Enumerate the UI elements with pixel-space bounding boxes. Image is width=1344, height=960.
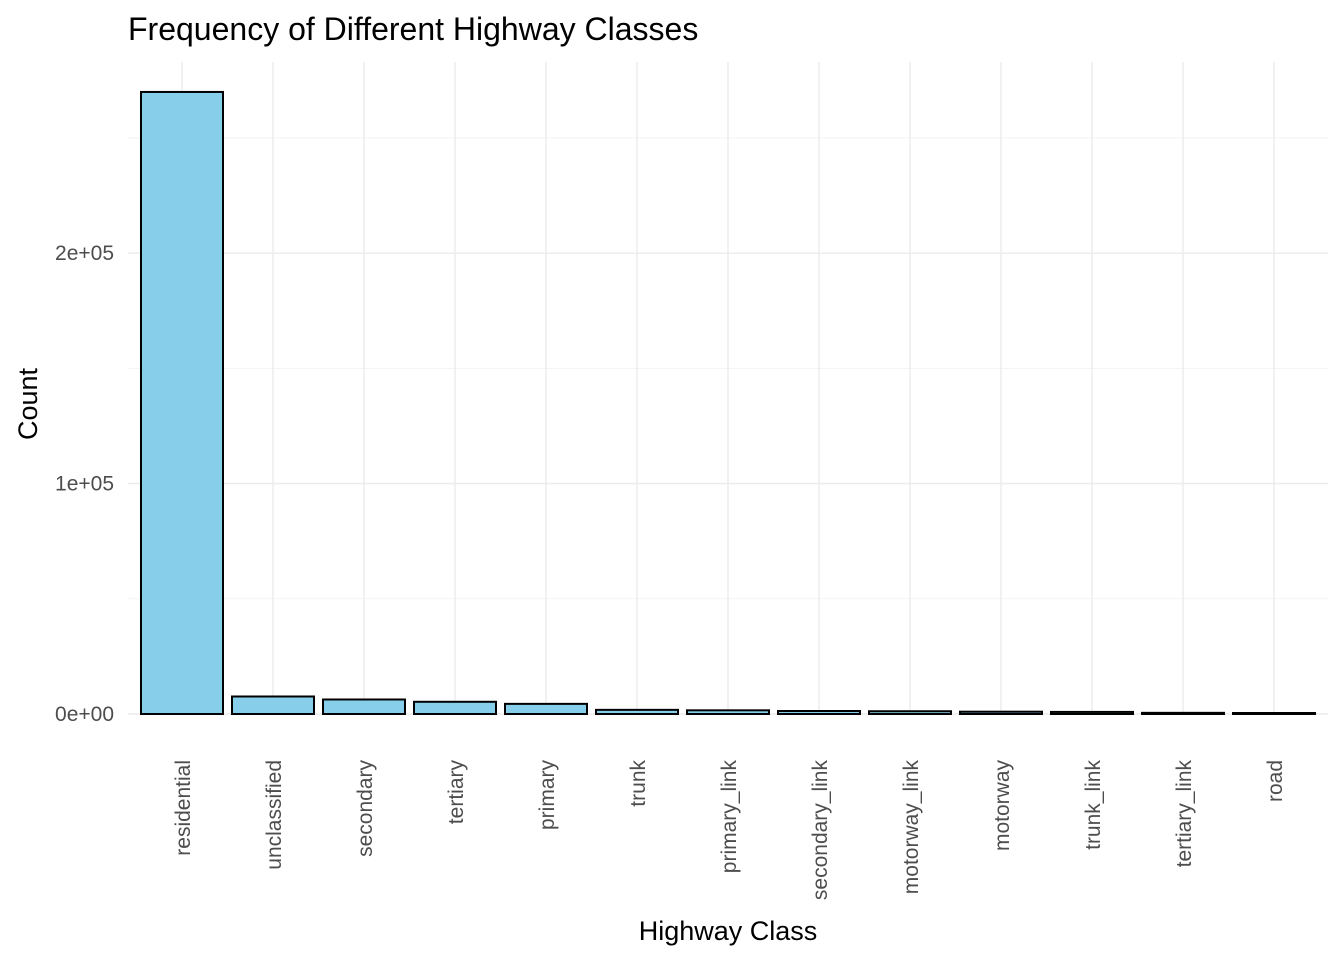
x-tick-label: motorway_link	[900, 760, 923, 895]
y-tick-label: 1e+05	[55, 473, 114, 496]
x-axis-ticks: residential unclassified secondary tertiary…	[172, 760, 1287, 901]
x-tick-label: motorway	[991, 760, 1014, 852]
bar-trunk-link	[1050, 710, 1134, 716]
bar-tertiary	[413, 700, 497, 716]
bar-trunk	[595, 708, 679, 716]
x-tick-label: trunk_link	[1082, 760, 1105, 850]
x-tick-label: secondary	[354, 760, 377, 857]
bars-layer	[140, 90, 1316, 716]
bar-primary	[504, 702, 588, 716]
x-tick-label: unclassified	[263, 760, 286, 870]
bar-tertiary-link	[1141, 711, 1225, 716]
bar-road	[1232, 712, 1316, 715]
bar-unclassified	[231, 695, 315, 716]
bar-motorway	[959, 710, 1043, 715]
x-tick-label: tertiary_link	[1173, 760, 1196, 868]
bar-motorway-link	[868, 710, 952, 716]
x-tick-label: secondary_link	[809, 760, 832, 901]
y-tick-label: 2e+05	[55, 242, 114, 265]
y-axis-title: Count	[13, 367, 43, 440]
x-tick-label: primary_link	[718, 760, 741, 874]
chart-title: Frequency of Different Highway Classes	[128, 11, 698, 47]
bar-secondary	[322, 698, 406, 716]
x-tick-label: road	[1264, 760, 1287, 802]
y-tick-label: 0e+00	[55, 703, 114, 726]
bar-primary-link	[686, 709, 770, 716]
y-axis-ticks: 0e+00 1e+05 2e+05	[55, 242, 114, 726]
x-tick-label: residential	[172, 760, 195, 856]
x-tick-label: primary	[536, 760, 559, 831]
x-axis-title: Highway Class	[639, 916, 818, 946]
grid-layer	[128, 62, 1328, 715]
bar-secondary-link	[777, 710, 861, 715]
x-tick-label: tertiary	[445, 760, 468, 825]
bar-residential	[140, 90, 224, 716]
x-tick-label: trunk	[627, 760, 650, 807]
